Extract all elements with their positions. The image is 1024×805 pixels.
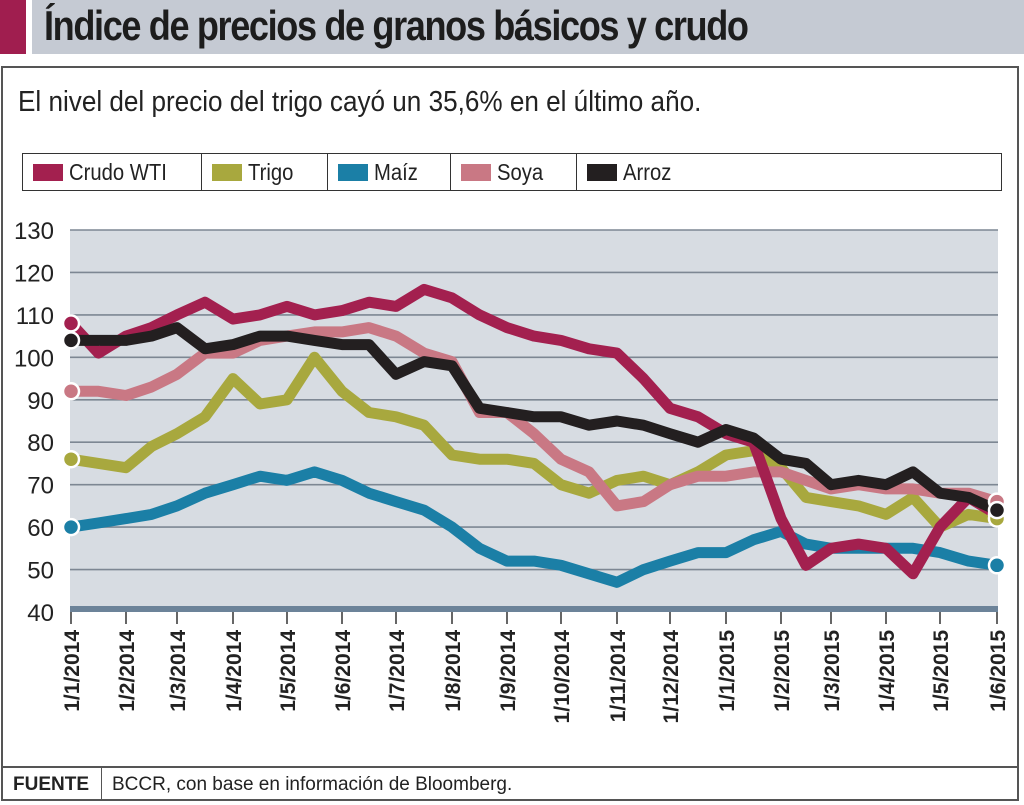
source-label: FUENTE: [1, 768, 102, 801]
x-tick-label: 1/11/2014: [607, 630, 630, 723]
legend-swatch-soya: [461, 163, 491, 181]
series: [65, 283, 1003, 588]
x-tick-label: 1/3/2015: [821, 630, 844, 712]
source-footer: FUENTE BCCR, con base en información de …: [1, 766, 1019, 801]
legend-label: Crudo WTI: [69, 158, 167, 185]
legend-item-maiz: Maíz: [328, 154, 451, 190]
y-tick-label: 70: [27, 473, 54, 500]
y-tick-label: 60: [27, 515, 54, 542]
legend-swatch-trigo: [212, 163, 242, 181]
legend-label: Soya: [497, 158, 544, 185]
legend-item-trigo: Trigo: [202, 154, 328, 190]
line-chart: 130 120 110 100 90 80 70 60 50 40 1/1/2014 1/2/201…: [14, 218, 1010, 723]
legend-item-soya: Soya: [451, 154, 577, 190]
legend-label: Trigo: [248, 158, 294, 185]
x-tick-label: 1/7/2014: [386, 630, 409, 712]
end-marker-arroz: [987, 500, 1007, 520]
title-band: [32, 0, 1024, 54]
x-axis: 1/1/2014 1/2/2014 1/3/2014 1/4/2014 1/5/2014…: [61, 612, 1010, 723]
y-tick-label: 130: [14, 218, 54, 245]
title-bar: Índice de precios de granos básicos y cr…: [0, 0, 1024, 54]
x-tick-label: 1/8/2014: [442, 630, 465, 712]
y-tick-label: 80: [27, 430, 54, 457]
end-markers: [61, 314, 1007, 575]
start-marker-crudo-wti: [61, 314, 81, 333]
legend-swatch-arroz: [587, 163, 617, 181]
y-tick-label: 120: [14, 260, 54, 287]
legend-label: Maíz: [374, 158, 418, 185]
series-line-trigo: [65, 351, 1003, 533]
x-tick-label: 1/2/2014: [116, 630, 139, 712]
title-accent-bar: [0, 0, 26, 54]
legend-label: Arroz: [623, 158, 672, 185]
start-marker-ma-z: [61, 517, 81, 537]
x-tick-label: 1/1/2014: [61, 630, 84, 712]
y-tick-label: 110: [16, 303, 54, 330]
start-marker-arroz: [61, 331, 81, 350]
legend-swatch-crudo-wti: [33, 163, 63, 181]
x-tick-label: 1/2/2015: [771, 630, 794, 712]
x-tick-label: 1/9/2014: [497, 630, 520, 712]
y-tick-label: 50: [27, 558, 54, 585]
x-tick-label: 1/3/2014: [167, 630, 190, 712]
x-tick-label: 1/1/2015: [716, 630, 739, 712]
y-axis: 130 120 110 100 90 80 70 60 50 40: [14, 218, 54, 627]
y-tick-label: 40: [27, 600, 54, 627]
x-tick-label: 1/10/2014: [551, 630, 574, 724]
x-tick-label: 1/5/2015: [930, 630, 953, 712]
start-marker-trigo: [61, 449, 81, 469]
source-text: BCCR, con base en información de Bloombe…: [112, 773, 513, 795]
chart-frame: [1, 66, 1019, 801]
start-marker-soya: [61, 382, 81, 401]
series-line-arroz: [65, 322, 1003, 516]
legend: Crudo WTI Trigo Maíz Soya Arroz: [22, 153, 1002, 191]
chart-subtitle: El nivel del precio del trigo cayó un 35…: [18, 86, 702, 118]
series-line-crudo-wti: [65, 283, 1003, 580]
y-tick-label: 90: [27, 388, 54, 415]
y-tick-label: 100: [14, 345, 54, 372]
x-tick-label: 1/12/2014: [660, 630, 683, 724]
x-tick-label: 1/4/2014: [223, 630, 246, 712]
x-tick-label: 1/5/2014: [277, 630, 300, 712]
legend-item-arroz: Arroz: [577, 154, 1001, 190]
end-marker-ma-z: [987, 556, 1007, 575]
x-tick-label: 1/6/2014: [332, 630, 355, 712]
legend-item-crudo-wti: Crudo WTI: [23, 154, 202, 190]
x-tick-label: 1/6/2015: [987, 630, 1010, 712]
legend-swatch-maiz: [338, 163, 368, 181]
x-tick-label: 1/4/2015: [876, 630, 899, 712]
chart-title: Índice de precios de granos básicos y cr…: [44, 2, 749, 49]
x-axis-baseline: [70, 606, 998, 612]
